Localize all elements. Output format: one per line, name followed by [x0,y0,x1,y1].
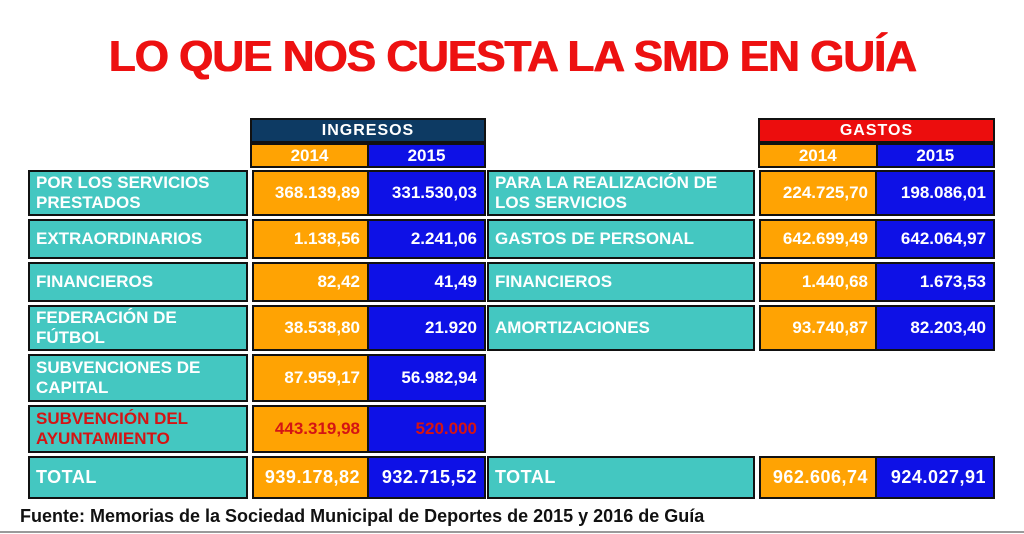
gastos-year-2015: 2015 [877,143,995,168]
gastos-header: GASTOS [758,118,995,143]
value-cell-2014: 38.538,80 [252,305,369,351]
row-label: EXTRAORDINARIOS [28,219,248,259]
value-cell-2014: 642.699,49 [759,219,877,259]
gastos-total-row: TOTAL 962.606,74 924.027,91 [487,456,995,499]
value-cell-2015-highlighted: 520.000 [369,405,486,453]
value-cell-2015: 21.920 [369,305,486,351]
page-title: LO QUE NOS CUESTA LA SMD EN GUÍA [108,32,916,81]
value-cell-2014: 224.725,70 [759,170,877,216]
value-cell-2015: 642.064,97 [877,219,995,259]
row-label: FEDERACIÓN DE FÚTBOL [28,305,248,351]
row-label: POR LOS SERVICIOS PRESTADOS [28,170,248,216]
total-row-label: TOTAL [28,456,248,499]
gastos-year-row: 2014 2015 [758,143,995,168]
ingresos-header: INGRESOS [250,118,486,143]
value-cell-2014-highlighted: 443.319,98 [252,405,369,453]
value-cell-2015: 198.086,01 [877,170,995,216]
row-label: PARA LA REALIZACIÓN DE LOS SERVICIOS [487,170,755,216]
value-cell-2015: 1.673,53 [877,262,995,302]
ingresos-year-2015: 2015 [369,143,486,168]
total-value-2014: 962.606,74 [759,456,877,499]
ingresos-year-row: 2014 2015 [250,143,486,168]
row-label: GASTOS DE PERSONAL [487,219,755,259]
gastos-table: PARA LA REALIZACIÓN DE LOS SERVICIOS 224… [487,170,995,351]
value-cell-2015: 82.203,40 [877,305,995,351]
total-value-2015: 924.027,91 [877,456,995,499]
row-label: FINANCIEROS [487,262,755,302]
value-cell-2015: 2.241,06 [369,219,486,259]
gastos-year-2014: 2014 [758,143,878,168]
total-value-2014: 939.178,82 [252,456,369,499]
value-cell-2014: 87.959,17 [252,354,369,402]
row-label: AMORTIZACIONES [487,305,755,351]
bottom-divider [0,531,1024,533]
total-row-label: TOTAL [487,456,755,499]
source-note: Fuente: Memorias de la Sociedad Municipa… [20,506,705,526]
ingresos-table: POR LOS SERVICIOS PRESTADOS 368.139,89 3… [28,170,486,499]
row-label: SUBVENCIONES DE CAPITAL [28,354,248,402]
value-cell-2015: 41,49 [369,262,486,302]
value-cell-2014: 1.440,68 [759,262,877,302]
value-cell-2015: 56.982,94 [369,354,486,402]
value-cell-2014: 82,42 [252,262,369,302]
row-label-highlighted: SUBVENCIÓN DEL AYUNTAMIENTO [28,405,248,453]
value-cell-2014: 1.138,56 [252,219,369,259]
value-cell-2014: 93.740,87 [759,305,877,351]
ingresos-year-2014: 2014 [250,143,369,168]
value-cell-2014: 368.139,89 [252,170,369,216]
total-value-2015: 932.715,52 [369,456,486,499]
row-label: FINANCIEROS [28,262,248,302]
value-cell-2015: 331.530,03 [369,170,486,216]
